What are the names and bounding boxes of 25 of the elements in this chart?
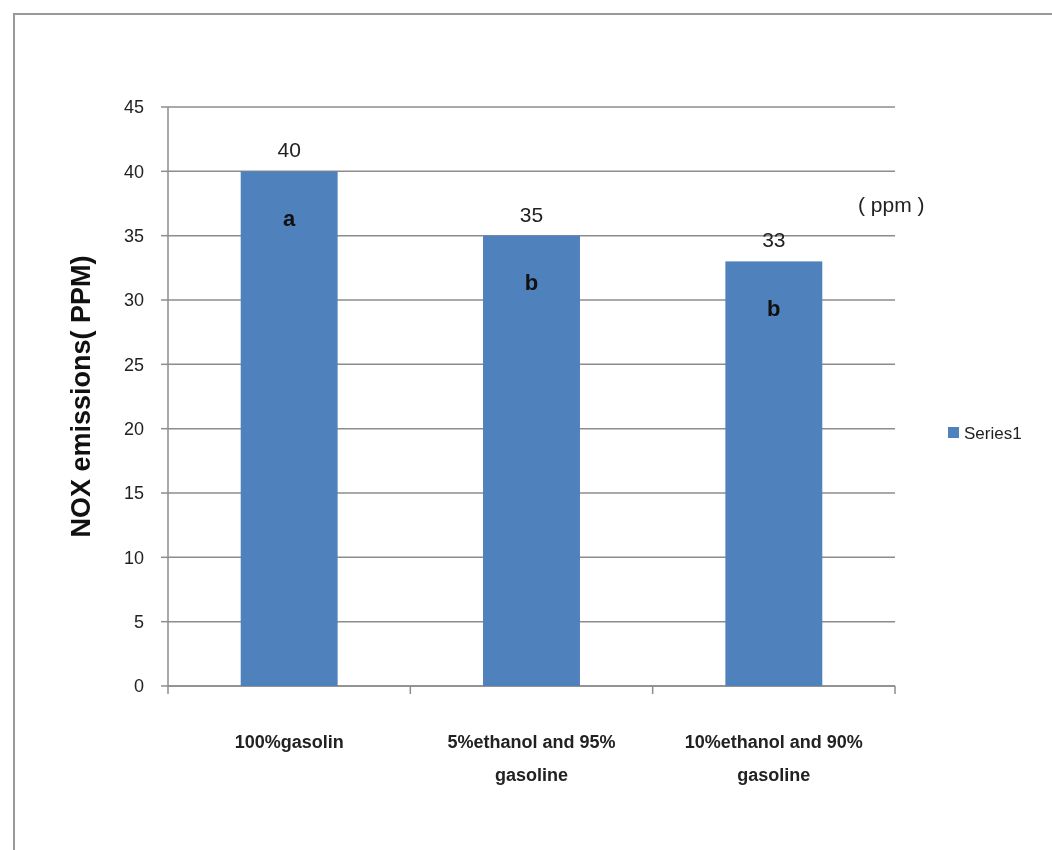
data-label: 40 [277, 138, 301, 162]
annotation: ( ppm ) [858, 193, 925, 216]
bar [240, 171, 338, 686]
data-label: 35 [519, 202, 544, 226]
y-tick-label: 20 [123, 418, 144, 439]
x-tick-label: 10%ethanol and 90% gasoline [684, 732, 863, 785]
data-label: 33 [762, 228, 786, 252]
y-tick-label: 45 [123, 97, 144, 118]
annotation: b [524, 270, 539, 296]
y-tick-label: 25 [123, 354, 144, 375]
annotation: a [283, 206, 297, 232]
y-axis-title: NOX emissions( PPM) [66, 255, 96, 538]
bar [725, 261, 823, 686]
y-tick-label: 10 [123, 547, 144, 568]
annotation: b [767, 296, 781, 322]
y-tick-label: 15 [123, 483, 144, 504]
y-tick-label: 0 [133, 676, 144, 697]
y-tick-label: 40 [123, 161, 144, 182]
x-tick-label: 100%gasolin [234, 732, 344, 752]
bar [483, 235, 580, 686]
y-tick-label: 35 [123, 225, 144, 246]
legend-label: Series1 [964, 423, 1022, 443]
y-tick-label: 30 [123, 290, 144, 311]
x-tick-label: 5%ethanol and 95% gasoline [447, 732, 616, 785]
y-tick-label: 5 [133, 611, 144, 632]
